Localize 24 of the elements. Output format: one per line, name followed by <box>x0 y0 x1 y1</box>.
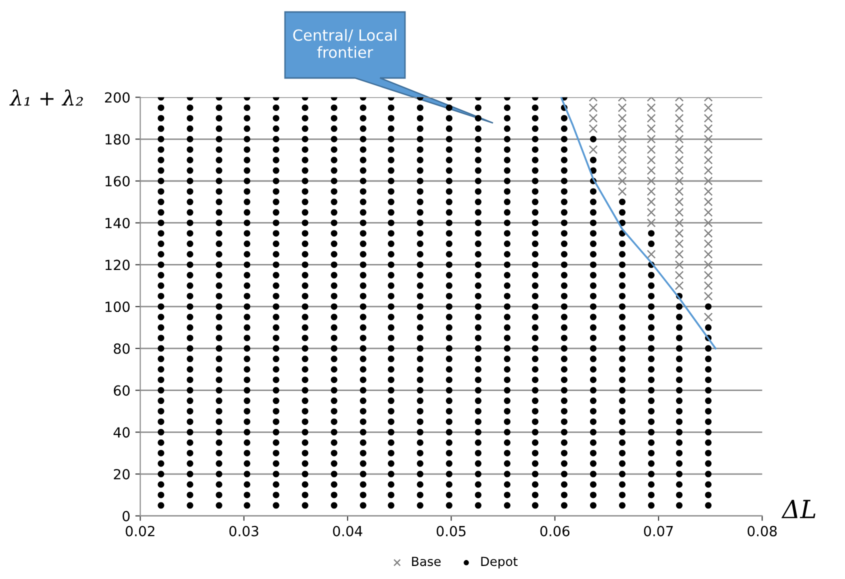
x-tick-label: 0.08 <box>748 526 777 536</box>
y-tick-label: 140 <box>106 218 130 228</box>
y-tick-label: 0 <box>122 510 130 522</box>
y-axis-title: λ₁ + λ₂ <box>9 90 83 106</box>
legend-label: Depot <box>481 556 518 569</box>
y-tick-label: 60 <box>114 385 130 396</box>
y-tick-label: 180 <box>106 134 130 145</box>
y-tick-label: 40 <box>114 427 130 438</box>
x-tick-label: 0.02 <box>126 526 154 536</box>
line-series <box>560 97 716 350</box>
x-tick-label: 0.07 <box>644 526 673 536</box>
x-tick-label: 0.03 <box>229 526 258 536</box>
x-tick-label: 0.06 <box>540 526 570 536</box>
y-tick-label: 120 <box>106 260 130 270</box>
legend-label: Base <box>412 556 441 566</box>
x-tick-label: 0.05 <box>436 526 466 536</box>
y-tick-label: 20 <box>114 468 130 480</box>
y-tick-label: 100 <box>106 302 130 312</box>
y-tick-label: 160 <box>106 176 130 186</box>
y-tick-label: 80 <box>114 343 130 354</box>
x-tick-label: 0.04 <box>333 526 362 536</box>
y-tick-label: 200 <box>105 92 130 103</box>
text: Central/ Local frontier <box>293 29 396 58</box>
x-axis-title: ΔL <box>781 500 816 518</box>
